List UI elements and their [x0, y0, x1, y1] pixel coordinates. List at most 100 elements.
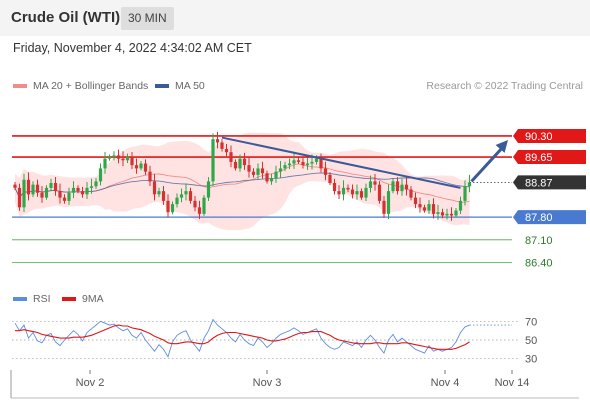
candle-body-93: [431, 204, 436, 214]
x-tick-label-2: Nov 4: [431, 377, 460, 389]
candle-body-3: [26, 179, 31, 195]
candle-body-71: [332, 183, 337, 192]
candle-body-41: [197, 207, 202, 214]
candle-body-54: [256, 168, 260, 175]
x-tick-label-3: Nov 14: [495, 377, 530, 389]
candle-body-76: [355, 191, 359, 195]
level-tag-2: [513, 210, 586, 225]
candle-body-77: [359, 191, 364, 198]
candle-body-42: [202, 197, 206, 214]
candle-body-101: [467, 182, 472, 187]
candle-body-25: [125, 157, 130, 161]
candle-body-82: [382, 200, 386, 214]
level-label-3: 87.10: [525, 235, 553, 247]
candle-body-62: [292, 160, 296, 164]
candle-body-10: [58, 191, 62, 198]
candle-body-57: [269, 178, 274, 182]
legend-rsi: RSI: [13, 293, 51, 305]
legend-rsi-swatch: [13, 297, 27, 301]
candle-body-64: [301, 161, 305, 166]
legend-ma20-swatch: [13, 84, 27, 88]
candle-body-34: [166, 200, 170, 213]
candle-body-19: [98, 168, 103, 182]
candle-body-33: [161, 191, 166, 201]
candle-body-51: [242, 158, 247, 166]
legend-ma20-label: MA 20 + Bollinger Bands: [33, 80, 149, 92]
candle-body-44: [211, 139, 215, 182]
candle-body-29: [143, 163, 148, 172]
candle-body-24: [121, 158, 125, 161]
candle-body-21: [107, 157, 112, 159]
candle-body-92: [427, 204, 431, 211]
candle-body-69: [323, 168, 328, 175]
candle-body-22: [112, 155, 116, 158]
legend-ma20: MA 20 + Bollinger Bands: [13, 80, 148, 92]
level-label-1: 89.65: [525, 152, 553, 164]
candle-body-17: [89, 186, 94, 188]
candle-body-12: [67, 192, 71, 201]
level-label-0: 90.30: [525, 131, 553, 143]
datetime-label: Friday, November 4, 2022 4:34:02 AM CET: [13, 41, 252, 55]
candle-body-97: [449, 213, 454, 216]
candle-body-73: [341, 187, 346, 195]
candle-body-66: [310, 161, 314, 164]
candle-body-80: [373, 181, 377, 185]
candle-body-13: [71, 187, 76, 193]
candle-body-63: [296, 160, 301, 162]
candle-body-9: [53, 183, 58, 192]
candle-body-60: [283, 165, 287, 169]
bollinger-band: [15, 132, 470, 231]
rsi-tick-label-1: 50: [525, 335, 537, 347]
candle-body-20: [103, 158, 107, 169]
candle-body-8: [49, 183, 53, 188]
candle-body-84: [391, 181, 395, 192]
candle-body-35: [170, 204, 175, 213]
candle-body-40: [193, 200, 197, 208]
rsi-series-1: [15, 324, 470, 350]
candle-body-79: [368, 181, 373, 188]
legend-rsi-label: RSI: [33, 293, 51, 305]
forecast-arrow-head: [495, 139, 508, 153]
candle-body-27: [134, 165, 139, 169]
candle-body-58: [274, 171, 278, 179]
candle-body-47: [224, 148, 229, 153]
candle-body-78: [364, 187, 368, 198]
x-tick-label-0: Nov 2: [76, 377, 105, 389]
trend-line: [221, 136, 461, 189]
legend-9ma-label: 9MA: [82, 293, 104, 305]
candle-body-39: [188, 191, 193, 201]
candle-body-81: [377, 184, 382, 201]
candle-body-98: [454, 210, 458, 216]
current-price-label: 88.87: [525, 177, 553, 189]
timeframe-badge[interactable]: 30 MIN: [121, 7, 174, 30]
x-tick-label-1: Nov 3: [253, 377, 282, 389]
candle-body-1: [17, 187, 22, 208]
candle-body-30: [148, 171, 152, 182]
level-tag-0: [513, 128, 586, 143]
candle-body-23: [116, 155, 121, 159]
rsi-series-0: [14, 318, 470, 358]
candle-body-43: [206, 181, 211, 198]
candle-body-65: [305, 163, 310, 166]
candle-body-26: [130, 157, 134, 166]
candle-body-48: [229, 152, 233, 162]
candle-body-32: [157, 191, 161, 195]
candle-body-67: [314, 158, 319, 162]
candle-body-70: [328, 174, 332, 184]
forecast-arrow-shaft: [470, 144, 506, 183]
legend-ma50-label: MA 50: [175, 80, 205, 92]
candle-body-74: [346, 187, 350, 190]
candle-body-90: [418, 204, 422, 208]
candle-body-53: [251, 171, 256, 175]
candle-body-37: [179, 194, 184, 198]
legend-ma50-swatch: [155, 84, 169, 88]
candle-body-6: [40, 192, 44, 198]
candle-body-68: [319, 158, 323, 169]
credit-text: Research © 2022 Trading Central: [426, 80, 583, 92]
rsi-tick-label-0: 70: [525, 316, 537, 328]
candlesticks: [13, 131, 472, 221]
current-price-tag: [513, 175, 586, 190]
header-bar: Crude Oil (WTI) 30 MIN: [0, 0, 590, 36]
candle-body-100: [463, 186, 467, 201]
